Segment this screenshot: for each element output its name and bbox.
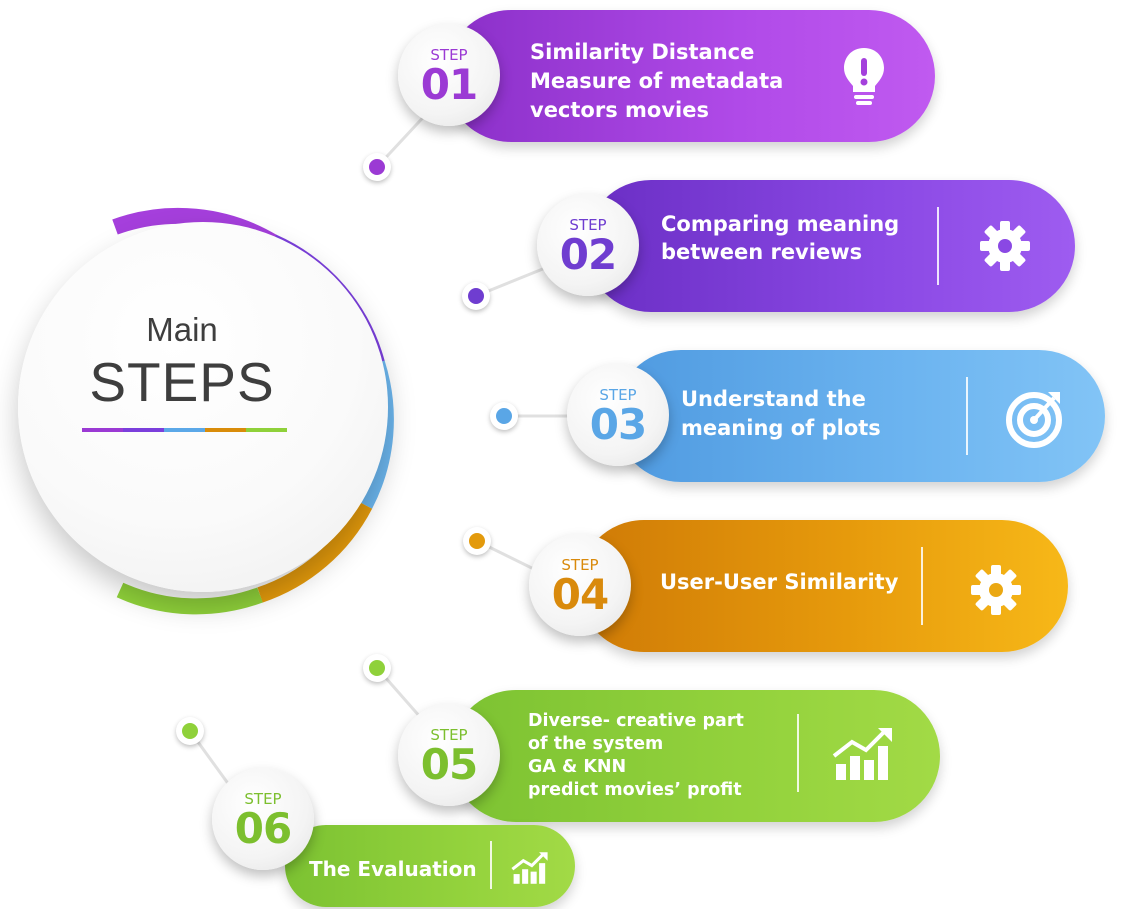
step-1-line: vectors movies <box>530 98 709 122</box>
gear-icon <box>980 221 1030 271</box>
main-title: Main STEPS <box>82 308 282 412</box>
step-4-badge: STEP 04 <box>529 534 631 636</box>
main-circle <box>18 222 388 592</box>
step-6-number: 06 <box>234 804 292 853</box>
gear-icon <box>971 565 1021 615</box>
step-2-line: Comparing meaning <box>661 212 900 236</box>
step-4-separator <box>921 547 923 625</box>
step-2-number: 02 <box>559 230 617 279</box>
step-1-line: Similarity Distance <box>530 40 755 64</box>
step-6-badge: STEP 06 <box>212 768 314 870</box>
growth-chart-icon <box>511 852 548 884</box>
step-5-label: STEP <box>430 726 468 744</box>
underline-segment <box>123 428 164 432</box>
connector-dot-step-6 <box>176 717 204 745</box>
step-6-line: The Evaluation <box>309 857 477 881</box>
main-title-big: STEPS <box>89 351 275 413</box>
step-4-text: User-User Similarity <box>660 568 898 597</box>
main-title-small: Main <box>146 311 218 348</box>
step-5-line: Diverse- creative part <box>528 711 744 731</box>
step-3-label: STEP <box>599 386 637 404</box>
step-2-badge: STEP 02 <box>537 194 639 296</box>
step-6-text: The Evaluation <box>309 855 477 883</box>
step-1-badge: STEP 01 <box>398 24 500 126</box>
step-6-banner <box>285 825 575 907</box>
main-title-underline <box>82 428 287 432</box>
step-4-label: STEP <box>561 556 599 574</box>
connector-dot-step-1 <box>363 153 391 181</box>
step-3-separator <box>966 377 968 455</box>
target-icon <box>1006 392 1062 448</box>
step-6-label: STEP <box>244 790 282 808</box>
step-5-line: GA & KNN <box>528 757 627 777</box>
step-1-text: Similarity Distance Measure of metadata … <box>530 38 783 125</box>
step-2-label: STEP <box>569 216 607 234</box>
step-5-number: 05 <box>420 740 478 789</box>
step-3-badge: STEP 03 <box>567 364 669 466</box>
step-1-number: 01 <box>420 60 478 109</box>
step-3-number: 03 <box>589 400 647 449</box>
connector-dot-step-3 <box>490 402 518 430</box>
growth-chart-icon <box>832 728 892 780</box>
step-6-separator <box>490 841 492 889</box>
underline-segment <box>205 428 246 432</box>
step-1-line: Measure of metadata <box>530 69 784 93</box>
step-3-line: meaning of plots <box>681 416 881 440</box>
underline-segment <box>82 428 123 432</box>
connector-dot-step-5 <box>363 654 391 682</box>
step-1-label: STEP <box>430 46 468 64</box>
step-5-text: Diverse- creative part of the system GA … <box>528 710 744 802</box>
step-4-line: User-User Similarity <box>660 570 899 594</box>
step-2-line: between reviews <box>661 240 863 264</box>
connector-dot-step-4 <box>463 527 491 555</box>
step-2-text: Comparing meaning between reviews <box>661 210 899 266</box>
underline-segment <box>164 428 205 432</box>
lightbulb-icon <box>844 48 884 105</box>
connector-dot-step-2 <box>462 282 490 310</box>
step-5-separator <box>797 714 799 792</box>
underline-segment <box>246 428 287 432</box>
step-3-line: Understand the <box>681 387 866 411</box>
step-5-badge: STEP 05 <box>398 704 500 806</box>
step-3-text: Understand the meaning of plots <box>681 385 881 443</box>
step-5-line: predict movies’ profit <box>528 780 742 800</box>
step-4-number: 04 <box>551 570 609 619</box>
step-5-line: of the system <box>528 734 664 754</box>
step-2-separator <box>937 207 939 285</box>
